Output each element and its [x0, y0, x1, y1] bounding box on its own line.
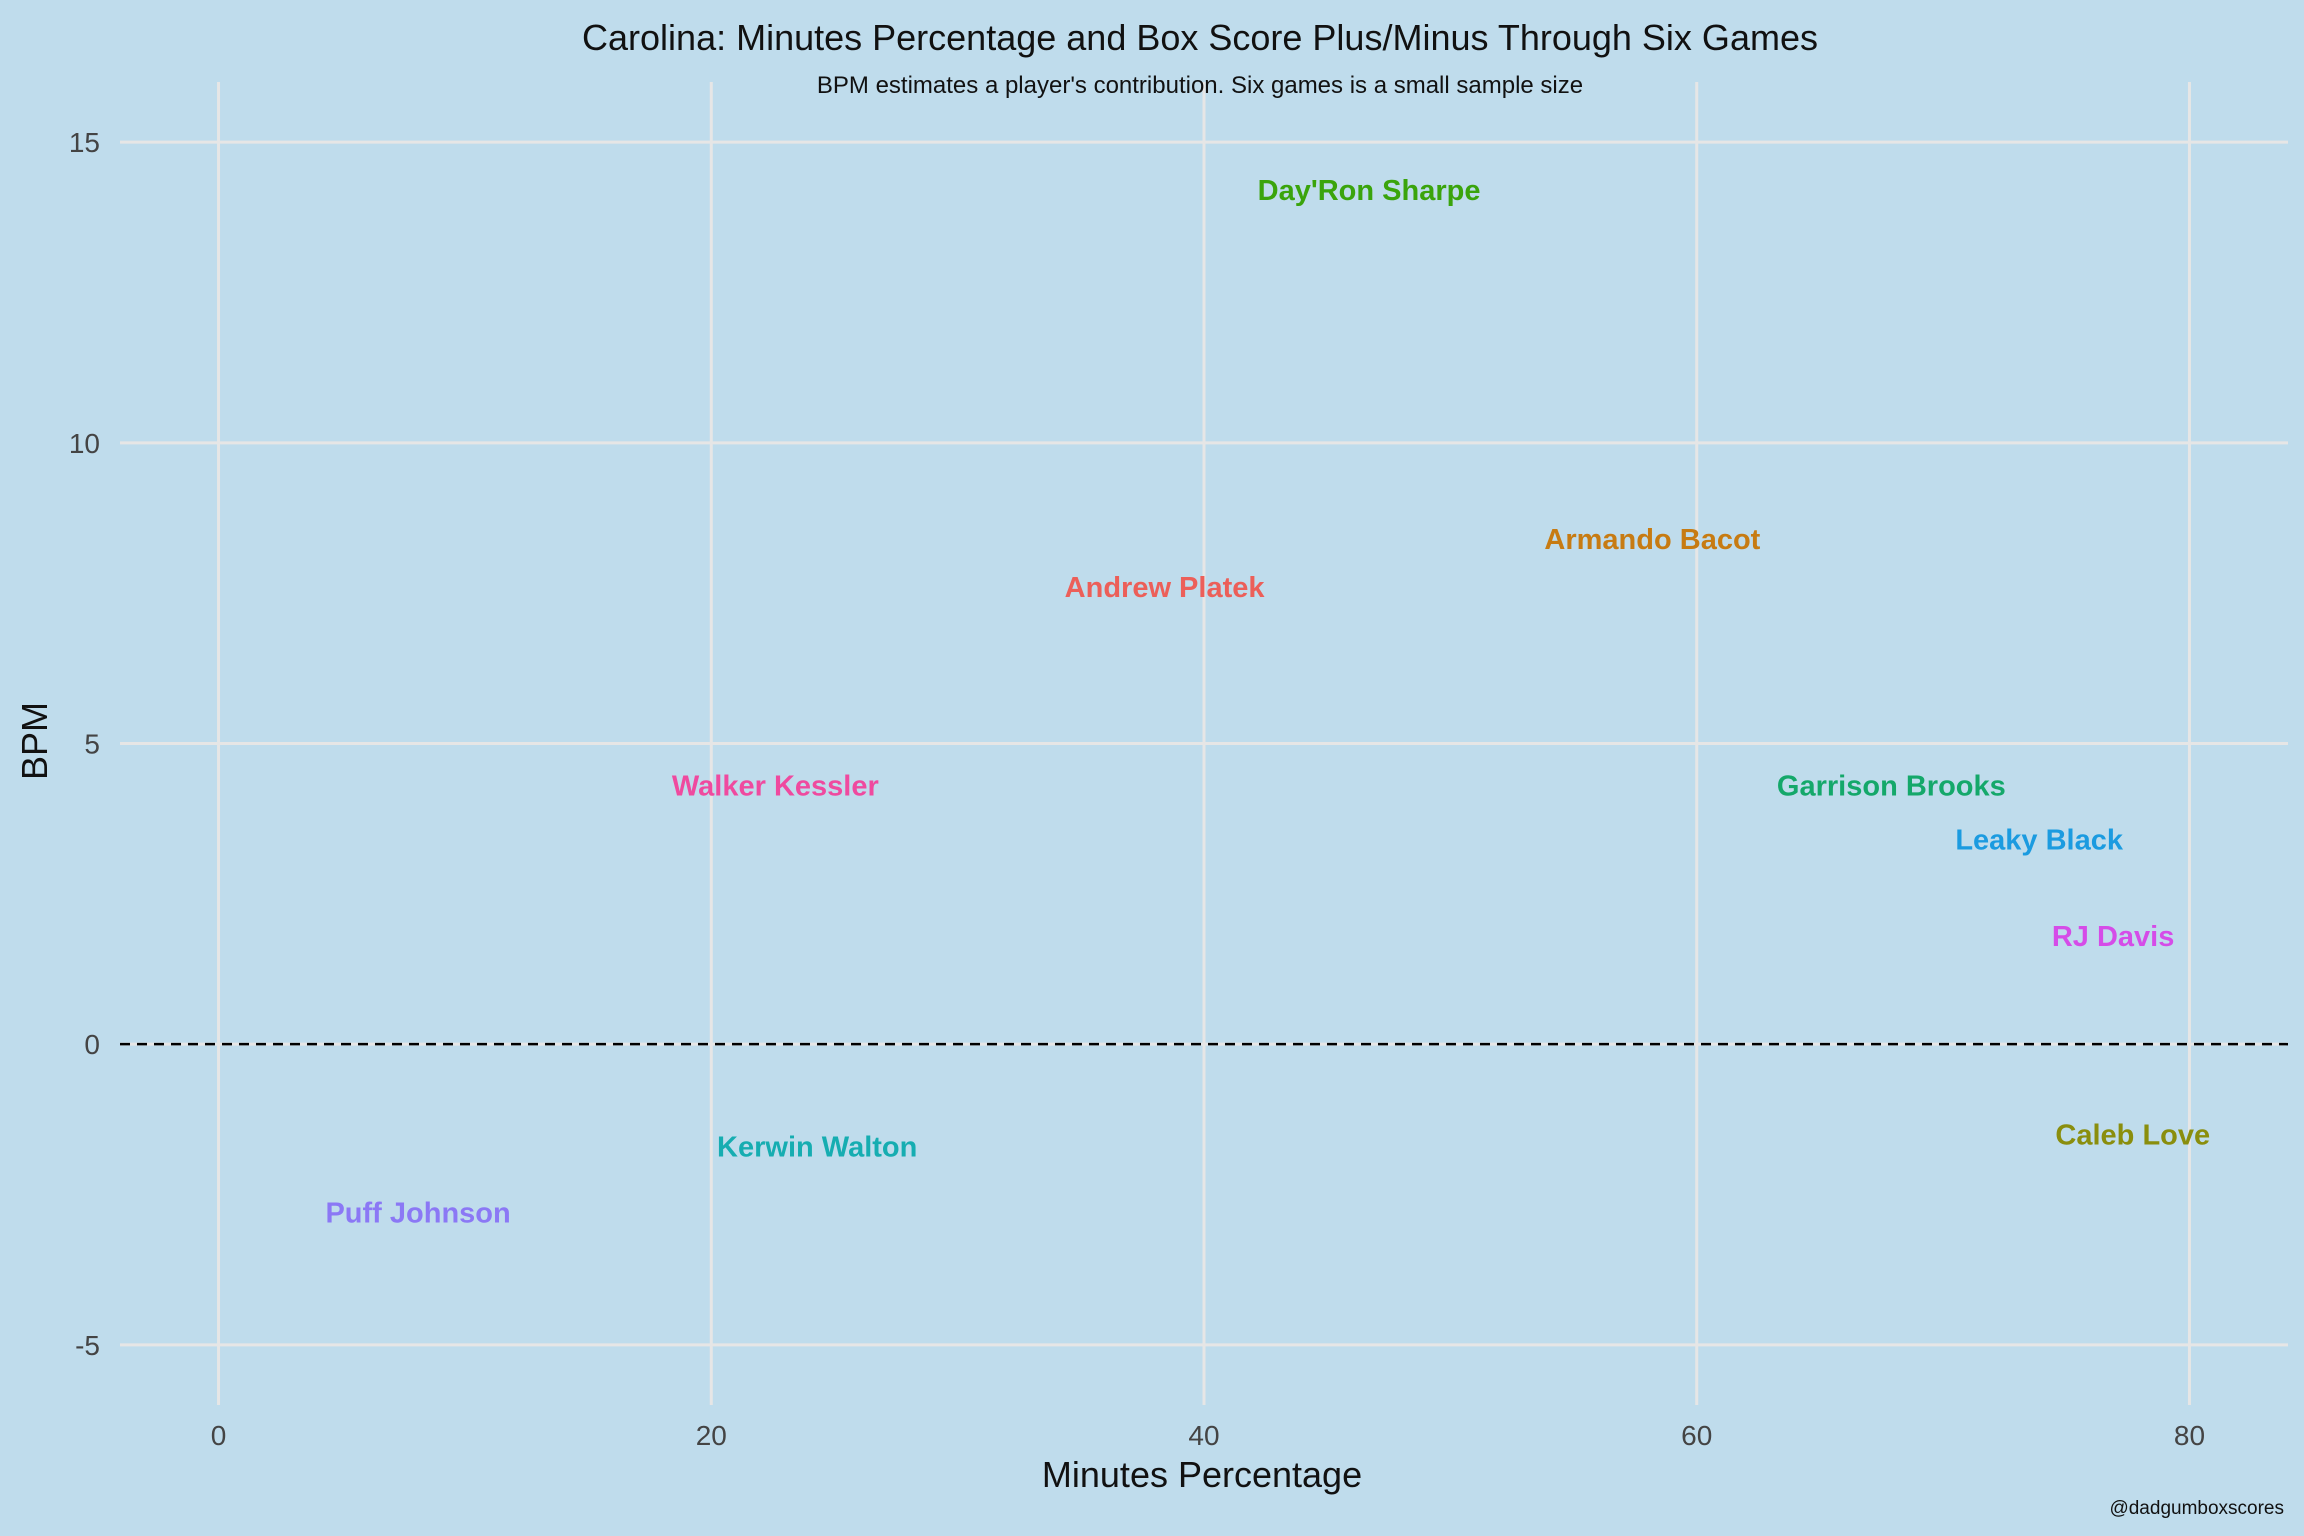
player-label: Caleb Love — [2055, 1119, 2210, 1151]
x-tick-label: 40 — [1188, 1420, 1219, 1451]
x-tick-label: 80 — [2174, 1420, 2205, 1451]
player-label: Kerwin Walton — [717, 1131, 917, 1163]
player-label: Leaky Black — [1955, 825, 2124, 857]
y-tick-label: 10 — [69, 428, 100, 459]
x-tick-label: 0 — [211, 1420, 227, 1451]
y-tick-label: 0 — [84, 1029, 100, 1060]
player-label: Walker Kessler — [672, 771, 879, 803]
tick-label-layer: 0 20 40 60 80 -5 0 5 10 15 — [69, 127, 2205, 1451]
player-label: Garrison Brooks — [1777, 771, 2006, 803]
chart-title: Carolina: Minutes Percentage and Box Sco… — [582, 17, 1818, 58]
y-tick-label: 5 — [84, 729, 100, 760]
x-tick-label: 60 — [1681, 1420, 1712, 1451]
x-tick-label: 20 — [696, 1420, 727, 1451]
player-label: Andrew Platek — [1065, 572, 1266, 604]
point-label-layer: Day'Ron Sharpe Armando Bacot Andrew Platek… — [325, 175, 2210, 1229]
x-axis-title: Minutes Percentage — [1042, 1454, 1362, 1495]
player-label: Armando Bacot — [1544, 524, 1760, 556]
caption: @dadgumboxscores — [2109, 1498, 2284, 1519]
chart-subtitle: BPM estimates a player's contribution. S… — [817, 72, 1583, 99]
y-tick-label: 15 — [69, 127, 100, 158]
player-label: RJ Davis — [2052, 921, 2175, 953]
player-label: Puff Johnson — [325, 1198, 510, 1230]
player-label: Day'Ron Sharpe — [1258, 175, 1481, 207]
y-tick-label: -5 — [75, 1330, 100, 1361]
y-axis-title: BPM — [14, 702, 55, 780]
